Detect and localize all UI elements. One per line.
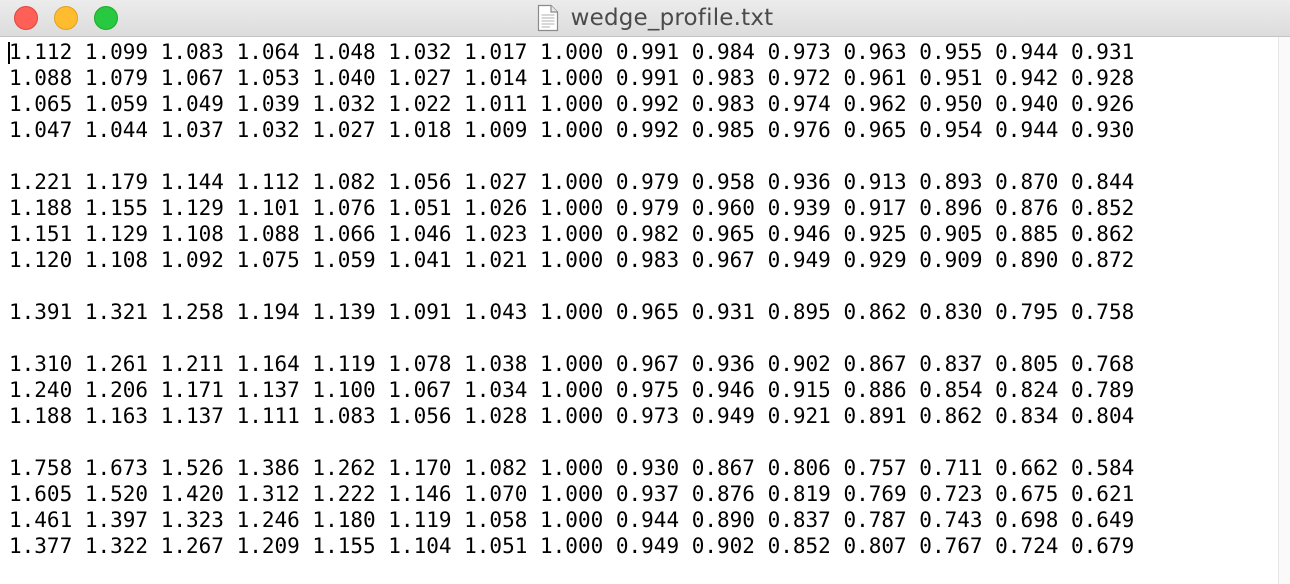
zoom-button[interactable]: [94, 6, 118, 30]
minimize-button[interactable]: [54, 6, 78, 30]
text-line[interactable]: 1.088 1.079 1.067 1.053 1.040 1.027 1.01…: [9, 66, 1135, 90]
title-group: wedge_profile.txt: [0, 0, 1290, 36]
text-editor-area[interactable]: 1.112 1.099 1.083 1.064 1.048 1.032 1.01…: [0, 37, 1278, 584]
text-line[interactable]: 1.120 1.108 1.092 1.075 1.059 1.041 1.02…: [9, 248, 1135, 272]
text-line[interactable]: 1.221 1.179 1.144 1.112 1.082 1.056 1.02…: [9, 170, 1135, 194]
text-line[interactable]: 1.461 1.397 1.323 1.246 1.180 1.119 1.05…: [9, 508, 1135, 532]
close-button[interactable]: [14, 6, 38, 30]
title-bar[interactable]: wedge_profile.txt: [0, 0, 1290, 37]
text-line[interactable]: 1.151 1.129 1.108 1.088 1.066 1.046 1.02…: [9, 222, 1135, 246]
text-line[interactable]: 1.047 1.044 1.037 1.032 1.027 1.018 1.00…: [9, 118, 1135, 142]
text-line[interactable]: 1.310 1.261 1.211 1.164 1.119 1.078 1.03…: [9, 352, 1135, 376]
text-line[interactable]: 1.112 1.099 1.083 1.064 1.048 1.032 1.01…: [9, 40, 1135, 64]
text-line[interactable]: 1.065 1.059 1.049 1.039 1.032 1.022 1.01…: [9, 92, 1135, 116]
text-line[interactable]: 1.758 1.673 1.526 1.386 1.262 1.170 1.08…: [9, 456, 1135, 480]
text-line[interactable]: 1.188 1.163 1.137 1.111 1.083 1.056 1.02…: [9, 404, 1135, 428]
text-caret: [8, 42, 10, 64]
text-line[interactable]: 1.391 1.321 1.258 1.194 1.139 1.091 1.04…: [9, 300, 1135, 324]
text-content[interactable]: 1.112 1.099 1.083 1.064 1.048 1.032 1.01…: [9, 39, 1134, 559]
text-line[interactable]: 1.240 1.206 1.171 1.137 1.100 1.067 1.03…: [9, 378, 1135, 402]
text-line[interactable]: 1.188 1.155 1.129 1.101 1.076 1.051 1.02…: [9, 196, 1135, 220]
document-icon: [537, 4, 558, 32]
vertical-scrollbar[interactable]: [1278, 37, 1290, 584]
window-title: wedge_profile.txt: [570, 5, 774, 31]
text-line[interactable]: 1.377 1.322 1.267 1.209 1.155 1.104 1.05…: [9, 534, 1135, 558]
text-line[interactable]: 1.605 1.520 1.420 1.312 1.222 1.146 1.07…: [9, 482, 1135, 506]
